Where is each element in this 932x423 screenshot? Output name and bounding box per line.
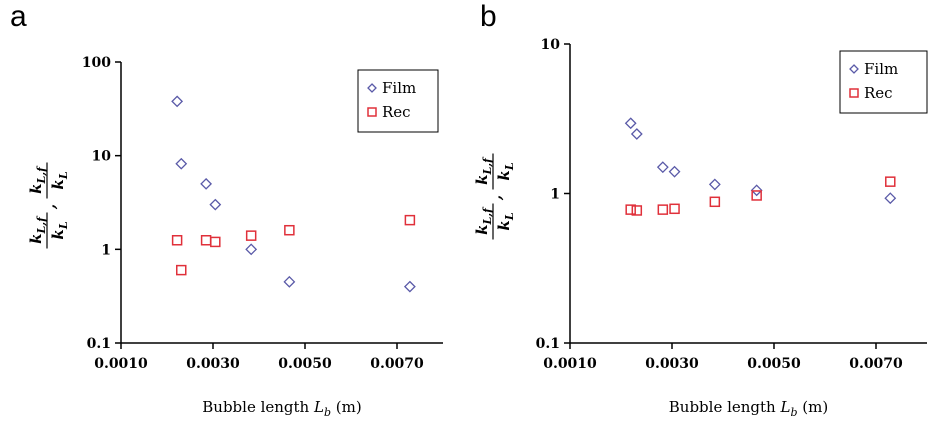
data-point-film [175,157,188,170]
y-tick-label: 10 [92,149,112,165]
data-point-rec [669,203,680,215]
x-tick-label: 0.0030 [186,356,240,372]
y-axis-title-numerator: kL,f [27,165,48,194]
x-tick-label: 0.0070 [849,356,903,372]
data-point-film [708,178,721,191]
panel-label-a: a [10,0,27,33]
data-point-film [200,177,213,190]
legend-label-rec: Rec [382,103,411,121]
legend: Film Rec [839,50,928,114]
data-point-rec [709,196,721,208]
y-axis-title-numerator: kL,f [473,206,494,235]
y-axis-title-separator: , [41,204,59,210]
legend-box [357,69,439,133]
data-point-rec [751,190,762,201]
legend: Film Rec [357,69,439,133]
y-tick-label: 1 [550,187,560,203]
x-tick-label: 0.0070 [370,356,424,372]
x-axis-title: Bubble length Lb (m) [669,398,828,419]
legend-label-rec: Rec [864,84,893,102]
data-point-rec [200,235,212,246]
data-point-rec [176,264,187,276]
data-point-film [668,165,681,178]
data-point-rec [171,235,183,246]
data-point-rec [631,205,643,216]
data-point-rec [885,176,896,187]
x-tick-label: 0.0030 [645,356,699,372]
y-tick-label: 0.1 [87,336,111,352]
data-point-rec [284,224,295,236]
y-axis-title-separator: , [487,195,505,201]
data-point-film [656,161,669,174]
legend-marker-film [849,64,859,74]
data-point-rec [625,204,636,215]
y-tick-label: 1 [101,242,111,258]
x-tick-label: 0.0050 [747,356,801,372]
data-point-film [750,184,763,197]
y-axis-title-denominator: kL [495,162,516,180]
data-point-film [209,198,222,211]
y-tick-label: 100 [82,55,111,71]
y-axis-title-numerator: kL,f [473,156,494,185]
x-tick-label: 0.0010 [94,356,148,372]
legend-marker-rec [849,88,859,98]
y-axis-title-denominator: kL [49,221,70,239]
data-point-film [283,275,296,288]
y-axis-title-numerator: kL,f [27,215,48,244]
data-point-rec [245,230,257,241]
data-point-film [171,95,184,108]
data-point-film [245,243,258,256]
x-tick-label: 0.0010 [543,356,597,372]
panel-label-b: b [480,0,497,33]
y-tick-label: 0.1 [536,336,560,352]
y-axis-title-denominator: kL [495,212,516,230]
y-axis-title-denominator: kL [49,171,70,189]
y-tick-label: 10 [541,37,561,53]
y-axis-title: kL,fkL, kL,fkL [27,162,70,249]
legend-marker-film [367,83,377,93]
data-point-rec [210,236,221,248]
legend-marker-rec [367,107,377,117]
legend-label-film: Film [864,60,898,78]
x-axis-title: Bubble length Lb (m) [202,398,361,419]
chart-a: 0.1 1 10 100 0.0010 0.0030 0.0050 0.0070 Bubble … [27,55,443,419]
legend-box [839,50,928,114]
data-point-rec [404,214,416,226]
chart-b: 0.1 1 10 0.0010 0.0030 0.0050 0.0070 Bubble len… [473,37,928,419]
data-point-film [624,117,637,130]
data-point-rec [657,204,669,215]
legend-label-film: Film [382,79,416,97]
y-axis-title: kL,fkL, kL,fkL [473,153,516,240]
data-point-film [630,128,643,140]
data-point-film [403,280,416,293]
data-point-film [884,192,897,205]
x-tick-label: 0.0050 [278,356,332,372]
